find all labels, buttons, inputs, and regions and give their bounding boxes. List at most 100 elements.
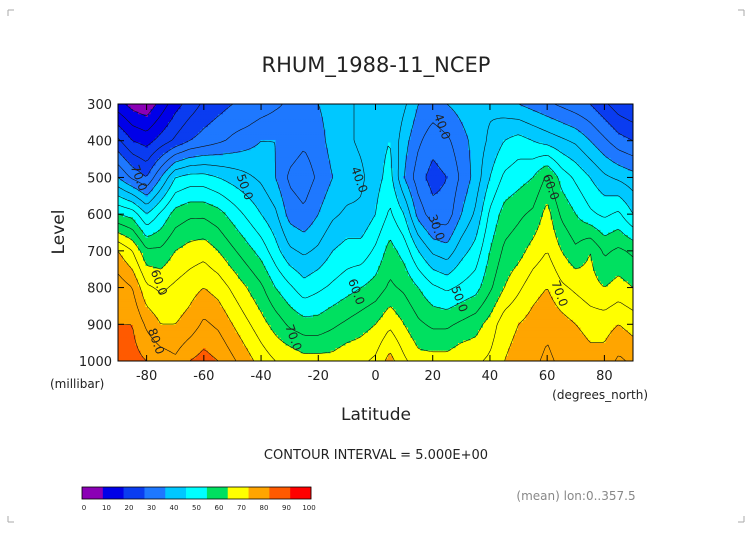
contour-cell <box>138 114 142 118</box>
contour-cell <box>195 132 199 136</box>
contour-cell <box>130 106 134 110</box>
contour-cell <box>145 111 149 115</box>
contour-cell <box>150 119 154 123</box>
contour-cell <box>453 119 457 123</box>
contour-cell <box>298 124 302 128</box>
contour-cell <box>338 116 342 121</box>
contour-cell <box>350 114 354 118</box>
contour-cell <box>205 132 209 136</box>
contour-cell <box>468 124 472 128</box>
contour-cell <box>568 129 572 133</box>
contour-cell <box>518 119 522 123</box>
contour-cell <box>608 114 612 118</box>
contour-cell <box>248 111 252 115</box>
contour-cell <box>135 127 139 131</box>
contour-cell <box>488 127 492 131</box>
contour-cell <box>513 104 517 108</box>
contour-cell <box>348 129 352 133</box>
contour-cell <box>580 104 584 108</box>
contour-cell <box>448 106 452 110</box>
contour-cell <box>295 114 299 118</box>
contour-cell <box>620 127 624 131</box>
contour-cell <box>553 119 557 123</box>
contour-cell <box>365 127 369 131</box>
contour-cell <box>525 116 529 121</box>
contour-cell <box>470 114 474 118</box>
contour-cell <box>538 129 542 133</box>
contour-cell <box>313 104 317 108</box>
contour-cell <box>203 124 207 128</box>
contour-cell <box>233 127 237 131</box>
contour-cell <box>558 124 562 128</box>
contour-cell <box>190 132 194 136</box>
contour-cell <box>178 119 182 123</box>
contour-cell <box>475 116 479 121</box>
contour-cell <box>165 109 169 113</box>
contour-cell <box>273 127 277 131</box>
contour-cell <box>583 127 587 131</box>
contour-cell <box>218 114 222 118</box>
contour-cell <box>378 129 382 133</box>
contour-cell <box>528 114 532 118</box>
contour-cell <box>378 124 382 128</box>
contour-cell <box>605 109 609 113</box>
contour-cell <box>185 109 189 113</box>
contour-cell <box>560 121 564 126</box>
contour-cell <box>413 124 417 128</box>
contour-cell <box>575 104 579 108</box>
contour-cell <box>485 129 489 133</box>
contour-cell <box>248 124 252 128</box>
crop-mark-bottom-right <box>738 516 745 523</box>
contour-cell <box>198 109 202 113</box>
contour-cell <box>390 121 394 126</box>
contour-cell <box>180 111 184 115</box>
contour-cell <box>173 124 177 128</box>
contour-cell <box>620 121 624 126</box>
contour-cell <box>518 127 522 131</box>
contour-cell <box>275 114 279 118</box>
contour-cell <box>603 119 607 123</box>
contour-cell <box>575 114 579 118</box>
contour-cell <box>345 114 349 118</box>
contour-cell <box>148 104 152 108</box>
contour-cell <box>420 121 424 126</box>
contour-cell <box>498 121 502 126</box>
contour-cell <box>438 121 442 126</box>
contour-cell <box>403 111 407 115</box>
contour-cell <box>525 129 529 133</box>
contour-cell <box>588 109 592 113</box>
contour-cell <box>393 111 397 115</box>
contour-cell <box>293 111 297 115</box>
contour-cell <box>210 116 214 121</box>
contour-cell <box>600 129 604 133</box>
contour-cell <box>373 124 377 128</box>
contour-cell <box>145 119 149 123</box>
contour-cell <box>373 129 377 133</box>
contour-cell <box>218 132 222 136</box>
contour-cell <box>470 104 474 108</box>
contour-cell <box>368 111 372 115</box>
contour-cell <box>268 109 272 113</box>
contour-cell <box>515 109 519 113</box>
contour-cell <box>630 124 633 128</box>
contour-cell <box>315 127 319 131</box>
contour-cell <box>120 124 124 128</box>
contour-cell <box>203 106 207 110</box>
contour-cell <box>375 121 379 126</box>
contour-cell <box>575 106 579 110</box>
contour-cell <box>388 129 392 133</box>
contour-cell <box>273 114 277 118</box>
contour-cell <box>390 116 394 121</box>
contour-cell <box>368 127 372 131</box>
contour-cell <box>203 109 207 113</box>
contour-cell <box>573 114 577 118</box>
contour-cell <box>353 111 357 115</box>
contour-cell <box>415 127 419 131</box>
contour-cell <box>150 129 154 133</box>
contour-cell <box>330 116 334 121</box>
contour-cell <box>240 109 244 113</box>
contour-cell <box>223 116 227 121</box>
contour-cell <box>233 129 237 133</box>
contour-cell <box>623 121 627 126</box>
contour-cell <box>198 119 202 123</box>
